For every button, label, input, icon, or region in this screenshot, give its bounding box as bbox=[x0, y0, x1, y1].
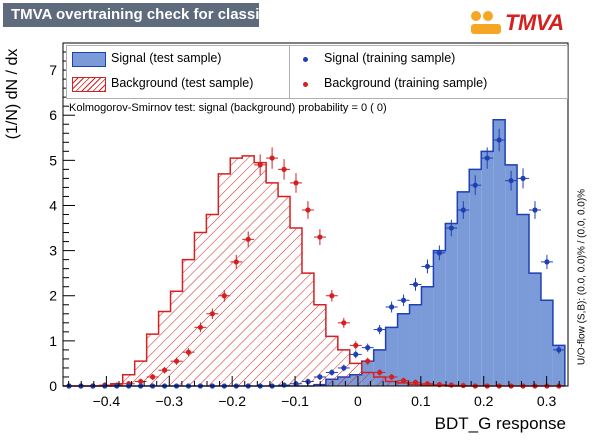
y-tick-label: 5 bbox=[49, 152, 57, 168]
x-tick-label: −0.1 bbox=[281, 393, 309, 409]
y-tick-label: 7 bbox=[49, 62, 57, 78]
plot-title: TMVA overtraining check for classifier: … bbox=[3, 3, 343, 27]
x-tick-label: −0.3 bbox=[155, 393, 183, 409]
x-axis: −0.4 −0.3 −0.2 −0.1 0 0.1 0.2 0.3 bbox=[68, 376, 560, 409]
y-axis-label: (1/N) dN / dx bbox=[4, 48, 21, 140]
signal-test-bar bbox=[529, 273, 541, 386]
background-train-point bbox=[377, 369, 383, 376]
legend-marker-signal-train bbox=[303, 57, 308, 62]
background-train-point bbox=[317, 234, 323, 240]
background-train-point bbox=[197, 324, 204, 330]
signal-train-point bbox=[496, 137, 502, 143]
signal-test-bar bbox=[397, 313, 410, 386]
signal-train-point bbox=[400, 297, 407, 303]
y-tick-label: 6 bbox=[49, 107, 57, 123]
y-tick-label: 3 bbox=[49, 243, 57, 259]
background-train-point bbox=[448, 382, 454, 388]
signal-train-point bbox=[460, 207, 466, 213]
signal-train-point bbox=[377, 326, 383, 333]
tmva-logo-text: TMVA bbox=[505, 10, 564, 35]
background-train-point bbox=[245, 236, 251, 242]
background-train-point bbox=[233, 259, 239, 265]
background-train-point bbox=[412, 379, 419, 385]
background-train-point bbox=[365, 358, 371, 364]
background-train-point bbox=[269, 155, 275, 161]
background-train-point bbox=[353, 342, 359, 348]
signal-test-bar bbox=[409, 304, 422, 386]
background-train-point bbox=[150, 374, 156, 380]
signal-test-bar bbox=[540, 300, 553, 386]
y-tick-label: 2 bbox=[49, 288, 57, 304]
x-tick-label: 0.3 bbox=[537, 393, 557, 409]
background-train-point bbox=[388, 374, 395, 380]
signal-test-bar bbox=[433, 250, 446, 386]
signal-train-point bbox=[388, 304, 395, 310]
background-train-point bbox=[281, 166, 287, 172]
background-train-point bbox=[221, 293, 227, 299]
x-tick-label: −0.4 bbox=[93, 393, 121, 409]
background-train-point bbox=[257, 162, 263, 168]
tmva-logo bbox=[471, 11, 501, 34]
signal-train-point bbox=[472, 182, 478, 188]
legend-label-signal-test: Signal (test sample) bbox=[111, 51, 222, 65]
legend-label-background-test: Background (test sample) bbox=[111, 76, 254, 90]
ks-test-text: Kolmogorov-Smirnov test: signal (backgro… bbox=[69, 102, 387, 114]
x-tick-label: 0.1 bbox=[411, 393, 431, 409]
background-train-point bbox=[173, 358, 180, 364]
x-tick-label: 0 bbox=[354, 393, 362, 409]
signal-train-point bbox=[484, 155, 490, 161]
signal-test-bar bbox=[373, 349, 386, 386]
signal-train-point bbox=[436, 250, 442, 256]
background-train-point bbox=[329, 293, 335, 299]
background-train-point bbox=[305, 207, 311, 213]
signal-train-point bbox=[556, 347, 562, 353]
signal-test-bar bbox=[445, 223, 458, 386]
legend-label-signal-train: Signal (training sample) bbox=[324, 51, 456, 65]
legend-swatch-signal-test bbox=[72, 52, 106, 67]
y-tick-label: 4 bbox=[49, 197, 57, 213]
background-train-point bbox=[161, 367, 168, 373]
x-tick-label: −0.2 bbox=[218, 393, 246, 409]
background-train-point bbox=[138, 378, 144, 385]
signal-test-bar bbox=[493, 119, 506, 386]
background-train-point bbox=[341, 320, 347, 326]
background-train-point bbox=[424, 381, 431, 387]
signal-test-bar bbox=[457, 191, 470, 386]
background-test-histogram bbox=[63, 155, 565, 386]
signal-train-point bbox=[353, 351, 359, 358]
legend-swatch-background-test bbox=[72, 77, 106, 92]
signal-test-bar bbox=[385, 327, 398, 386]
y-tick-label: 0 bbox=[49, 378, 57, 394]
signal-test-bar bbox=[481, 151, 494, 386]
signal-train-point bbox=[532, 207, 538, 213]
signal-test-bar bbox=[505, 164, 518, 386]
background-train-point bbox=[185, 349, 192, 355]
legend-marker-background-train bbox=[303, 82, 308, 87]
signal-train-point bbox=[365, 345, 371, 351]
legend-training: Signal (training sample) Background (tra… bbox=[289, 45, 568, 99]
background-train-point bbox=[400, 377, 407, 384]
legend-label-background-train: Background (training sample) bbox=[324, 76, 488, 90]
signal-train-point bbox=[424, 263, 431, 270]
signal-train-point bbox=[329, 369, 335, 376]
signal-train-point bbox=[508, 178, 514, 184]
signal-train-point bbox=[544, 259, 550, 265]
signal-test-bar bbox=[421, 286, 434, 386]
x-axis-label: BDT_G response bbox=[434, 414, 566, 433]
signal-test-bar bbox=[517, 214, 530, 386]
signal-test-bar bbox=[552, 345, 565, 386]
signal-train-point bbox=[448, 225, 454, 231]
signal-train-point bbox=[412, 281, 419, 288]
y-tick-label: 1 bbox=[49, 333, 57, 349]
overflow-label: U/O-flow (S,B): (0.0, 0.0)% / (0.0, 0.0)… bbox=[576, 188, 588, 366]
signal-train-point bbox=[341, 365, 347, 371]
background-train-point bbox=[293, 180, 299, 186]
signal-train-point bbox=[317, 374, 323, 380]
x-tick-label: 0.2 bbox=[474, 393, 494, 409]
background-train-point bbox=[209, 311, 215, 317]
signal-train-point bbox=[520, 175, 526, 181]
signal-test-bar bbox=[469, 169, 482, 386]
legend-test: Signal (test sample) Background (test sa… bbox=[66, 45, 290, 99]
